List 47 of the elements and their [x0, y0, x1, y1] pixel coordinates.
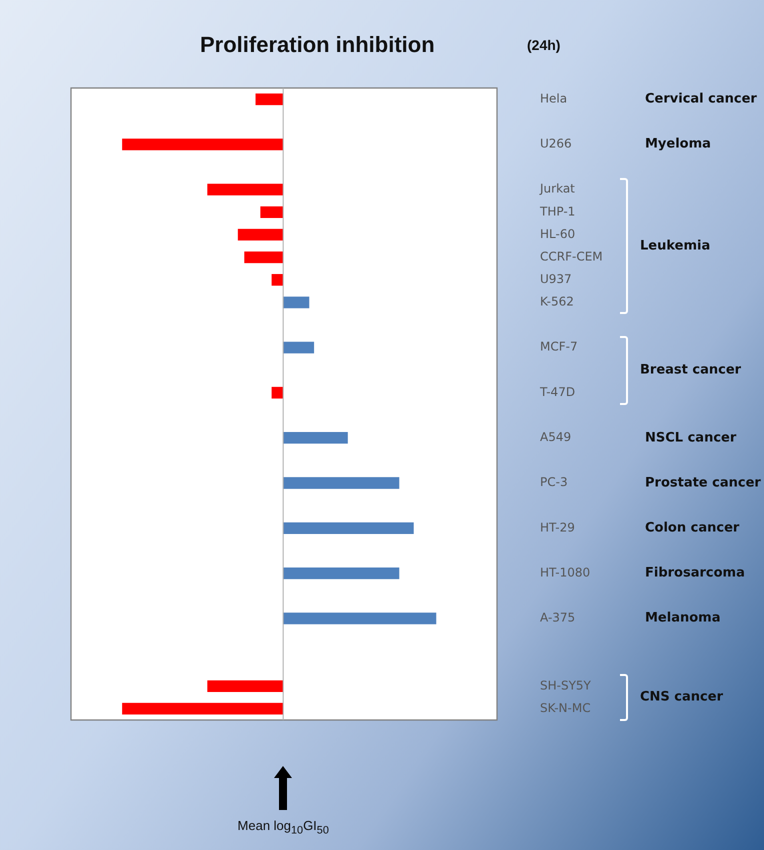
y-tick-label: SH-SY5Y [540, 678, 592, 692]
y-tick-label: SK-N-MC [540, 700, 591, 715]
chart-title: Proliferation inhibition [200, 32, 435, 58]
y-tick-label: PC-3 [540, 475, 568, 490]
bar [238, 228, 284, 241]
text: Breast cancer [640, 362, 742, 378]
y-tick-label: MCF-7 [540, 340, 578, 354]
text: NSCL cancer [645, 430, 736, 446]
y-tick-label: A549 [540, 430, 572, 444]
y-tick-label: CCRF-CEM [540, 249, 603, 264]
bar [244, 251, 284, 264]
y-tick-label: K-562 [540, 294, 574, 309]
bar [282, 342, 314, 354]
y-tick-label: U266 [540, 136, 572, 151]
bar [282, 477, 400, 489]
y-tick-label: HT-1080 [540, 565, 590, 580]
text: Cervical cancer [645, 92, 757, 107]
bar [282, 522, 414, 534]
y-tick-label: Hela [540, 91, 568, 106]
y-tick-label: T-47D [539, 384, 576, 399]
bar [272, 386, 284, 399]
bar [122, 138, 284, 150]
bar [207, 184, 284, 196]
text: Colon cancer [645, 520, 740, 536]
bar [207, 680, 284, 692]
y-tick-label: HT-29 [540, 520, 575, 534]
text: Mean log$_{10}$GI$_{50}$ [238, 818, 329, 837]
text: Myeloma [645, 136, 711, 152]
y-tick-label: HL-60 [540, 226, 576, 241]
text: Prostate cancer [645, 476, 761, 490]
text: (24h) [527, 37, 560, 53]
text: Fibrosarcoma [645, 566, 745, 581]
text: Melanoma [645, 610, 720, 626]
y-tick-label: THP-1 [539, 204, 576, 218]
bar [282, 567, 400, 580]
bar [282, 296, 310, 308]
bar [282, 432, 348, 444]
text: Leukemia [640, 238, 710, 254]
bar [272, 274, 284, 286]
y-tick-label: Jurkat [539, 182, 576, 196]
y-tick-label: A-375 [540, 610, 576, 625]
bar [256, 93, 284, 106]
text: CNS cancer [640, 690, 723, 705]
bar [122, 702, 284, 715]
bar [282, 612, 436, 624]
y-tick-label: U937 [540, 272, 572, 286]
bar [260, 206, 284, 218]
